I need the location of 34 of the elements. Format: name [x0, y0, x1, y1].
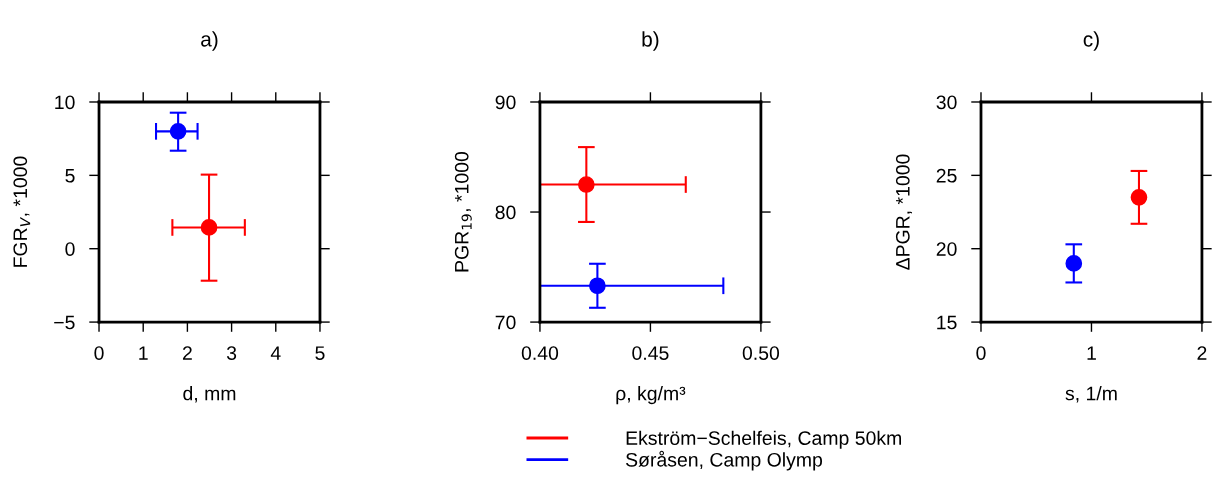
y-axis-title: PGR$_{19}$, *1000 — [454, 151, 472, 272]
y-tick-label: 70 — [495, 315, 516, 330]
y-tick-label: 20 — [936, 242, 957, 256]
chart-title: c) — [1083, 31, 1099, 51]
x-tick-label: 0.40 — [521, 346, 559, 360]
y-tick-label: 5 — [65, 169, 75, 183]
x-tick-label: 2 — [1197, 346, 1207, 360]
y-axis-title: ΔPGR, *1000 — [895, 154, 912, 270]
y-tick-label: 10 — [55, 95, 75, 110]
x-tick-label: 2 — [182, 346, 192, 360]
x-tick-label: 0 — [976, 346, 986, 360]
chart-title: a) — [201, 31, 218, 51]
x-tick-label: 1 — [139, 346, 148, 360]
y-tick-label: 30 — [936, 95, 957, 110]
x-axis-title: ρ, kg/m³ — [616, 386, 686, 405]
x-tick-label: 0.45 — [632, 346, 669, 360]
y-tick-label: 25 — [936, 168, 957, 183]
x-axis-title: d, mm — [183, 386, 236, 403]
text: Ekström−Schelfeis, Camp 50km — [626, 430, 901, 449]
x-axis-title: s, 1/m — [1065, 386, 1117, 403]
y-tick-label: 90 — [495, 95, 516, 110]
y-tick-label: 0 — [65, 242, 75, 256]
chart-title: b) — [642, 31, 659, 51]
x-tick-label: 4 — [270, 346, 281, 360]
x-tick-label: 3 — [226, 346, 237, 360]
x-tick-label: 0 — [94, 346, 104, 360]
y-tick-label: −5 — [54, 315, 75, 330]
y-tick-label: 80 — [495, 205, 516, 220]
x-tick-label: 1 — [1087, 346, 1096, 360]
x-tick-label: 0.50 — [742, 346, 780, 360]
text: Søråsen, Camp Olymp — [625, 450, 823, 471]
y-axis-title: FGR$_{V}$, *1000 — [13, 156, 31, 267]
x-tick-label: 5 — [315, 346, 325, 360]
y-tick-label: 15 — [937, 315, 957, 330]
